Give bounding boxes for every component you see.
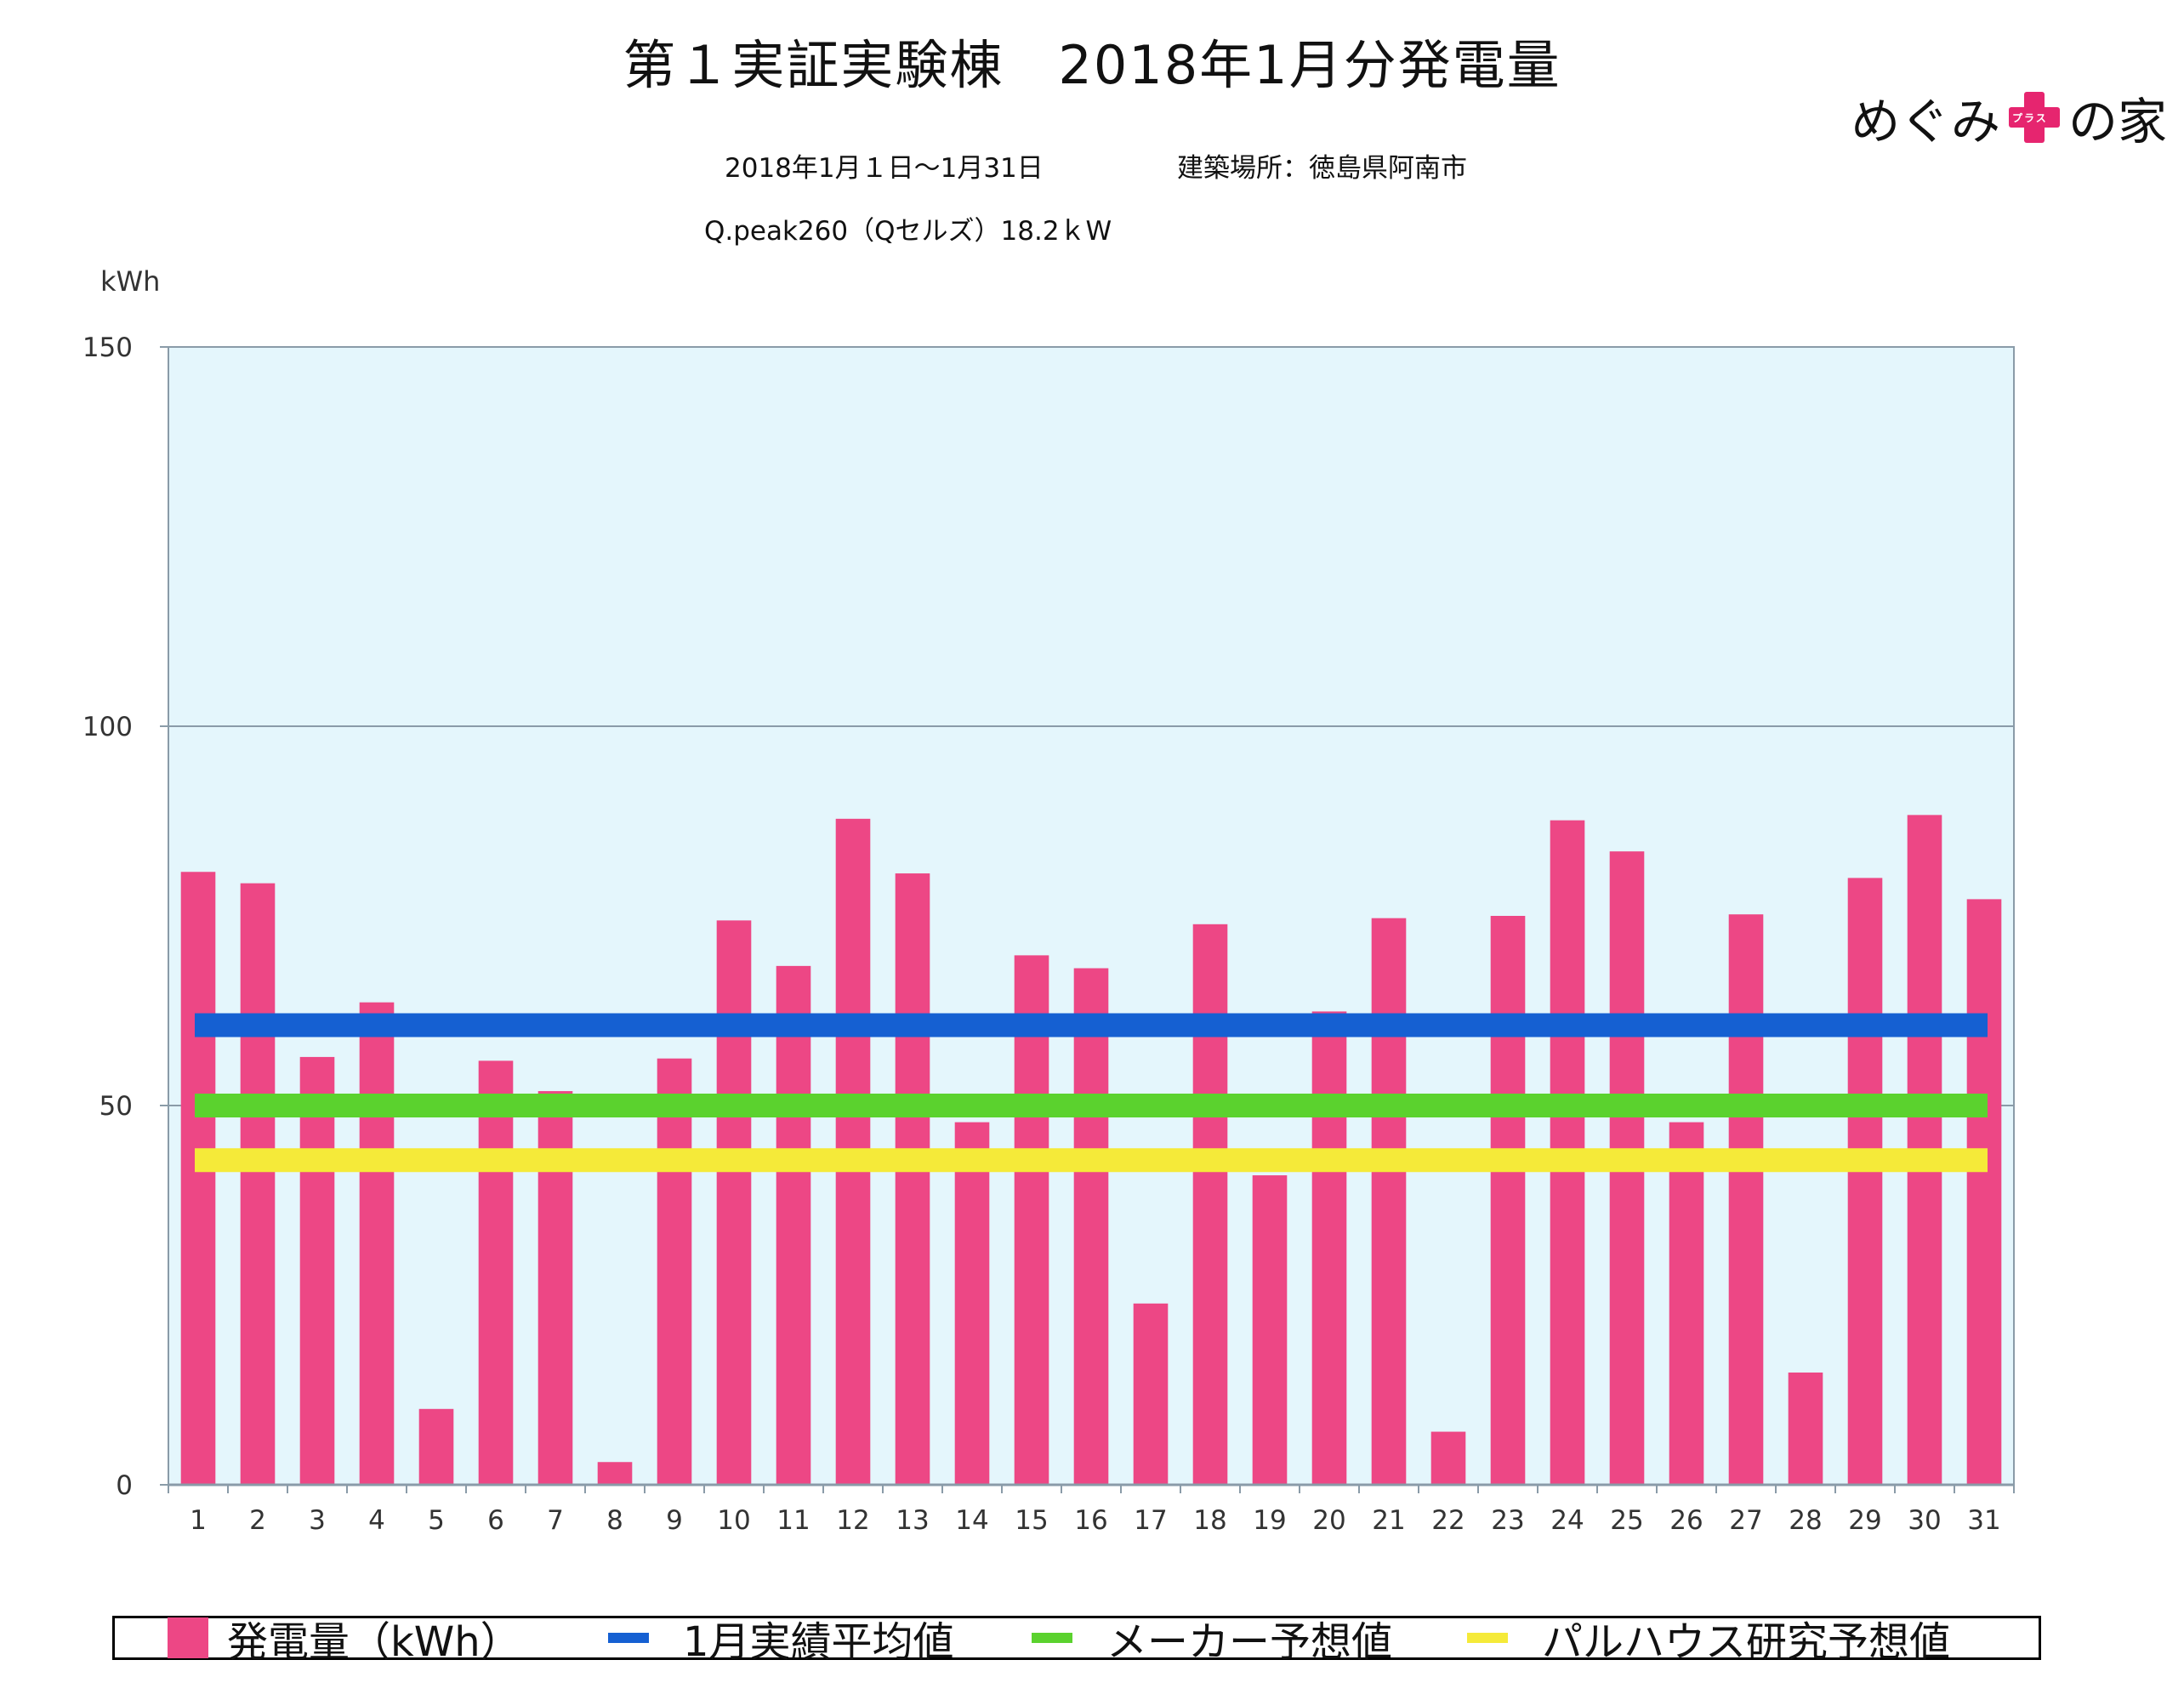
x-tick-label: 14 — [955, 1505, 988, 1536]
brand-text-right: の家 — [2067, 93, 2167, 151]
x-tick-label: 21 — [1372, 1505, 1405, 1536]
x-tick-label: 27 — [1729, 1505, 1762, 1536]
x-tick-label: 23 — [1491, 1505, 1524, 1536]
legend: 発電量（kWh） 1月実績平均値 メーカー予想値 パルハウス研究予想値 — [112, 1616, 2041, 1666]
legend-swatch-generation — [168, 1617, 208, 1658]
x-tick-label: 30 — [1908, 1505, 1941, 1536]
bar — [1728, 914, 1764, 1485]
legend-label-palhouse: パルハウス研究予想値 — [1542, 1618, 1951, 1666]
bar — [1014, 955, 1049, 1485]
bar — [1966, 899, 2002, 1485]
x-tick-label: 19 — [1253, 1505, 1286, 1536]
brand-logo: めぐみ プラス の家 — [1851, 82, 2167, 153]
x-tick-label: 22 — [1431, 1505, 1465, 1536]
chart-title: 第１実証実験棟 2018年1月分発電量 — [623, 34, 1561, 96]
bar — [1788, 1372, 1823, 1485]
x-tick-label: 28 — [1789, 1505, 1822, 1536]
legend-swatch-average — [608, 1633, 649, 1643]
x-tick-label: 25 — [1610, 1505, 1643, 1536]
bar — [1073, 968, 1109, 1485]
y-axis-label: kWh — [100, 265, 160, 298]
x-tick-label: 18 — [1193, 1505, 1226, 1536]
x-tick-label: 31 — [1967, 1505, 2000, 1536]
x-tick-label: 15 — [1015, 1505, 1048, 1536]
bar — [1430, 1431, 1466, 1485]
legend-swatch-palhouse — [1467, 1633, 1508, 1643]
legend-item-average: 1月実績平均値 — [608, 1618, 954, 1666]
x-tick-label: 9 — [666, 1505, 683, 1536]
bar — [240, 883, 276, 1485]
x-tick-label: 8 — [606, 1505, 623, 1536]
x-tick-label: 2 — [249, 1505, 266, 1536]
x-tick-label: 1 — [190, 1505, 207, 1536]
x-tick-label: 17 — [1134, 1505, 1167, 1536]
bar — [776, 965, 811, 1485]
x-tick-label: 11 — [776, 1505, 810, 1536]
legend-item-maker: メーカー予想値 — [1032, 1618, 1392, 1666]
legend-item-generation: 発電量（kWh） — [168, 1617, 521, 1666]
bar — [1371, 918, 1407, 1485]
bar — [1847, 878, 1883, 1485]
plus-icon: プラス — [2008, 92, 2060, 143]
bar — [478, 1060, 514, 1485]
panel-label: Q.peak260（Qセルズ）18.2ｋW — [704, 216, 1112, 247]
bar — [418, 1408, 454, 1485]
legend-label-average: 1月実績平均値 — [683, 1618, 954, 1666]
x-tick-label: 5 — [428, 1505, 445, 1536]
x-tick-label: 3 — [309, 1505, 326, 1536]
x-tick-label: 12 — [836, 1505, 869, 1536]
bar — [657, 1058, 692, 1485]
bar — [180, 872, 216, 1485]
legend-item-palhouse: パルハウス研究予想値 — [1467, 1618, 1950, 1666]
bar — [954, 1122, 990, 1485]
x-tick-label: 24 — [1550, 1505, 1584, 1536]
x-tick-label: 6 — [487, 1505, 504, 1536]
bar — [597, 1462, 633, 1485]
bar — [1133, 1303, 1169, 1485]
y-tick-label: 100 — [82, 712, 133, 742]
x-tick-label: 10 — [717, 1505, 750, 1536]
bar — [299, 1056, 335, 1485]
x-tick-label: 29 — [1848, 1505, 1881, 1536]
bar — [1252, 1175, 1288, 1485]
y-tick-label: 150 — [82, 333, 133, 363]
bar — [895, 873, 930, 1485]
y-tick-label: 0 — [116, 1470, 133, 1501]
bar — [359, 1002, 395, 1485]
location-label: 建築場所：徳島県阿南市 — [1177, 153, 1467, 184]
bar — [1669, 1122, 1704, 1485]
plus-mini-text: プラス — [2011, 112, 2048, 124]
x-tick-label: 20 — [1312, 1505, 1345, 1536]
x-tick-label: 7 — [547, 1505, 564, 1536]
period-label: 2018年1月１日〜1月31日 — [725, 153, 1044, 184]
x-tick-label: 26 — [1669, 1505, 1703, 1536]
legend-label-maker: メーカー予想値 — [1106, 1618, 1393, 1666]
bar — [1311, 1011, 1347, 1485]
x-tick-label: 16 — [1074, 1505, 1107, 1536]
y-tick-label: 50 — [100, 1091, 133, 1122]
brand-text-left: めぐみ — [1851, 93, 2000, 151]
bar — [1490, 916, 1526, 1485]
bar — [1192, 924, 1228, 1485]
x-tick-label: 13 — [896, 1505, 929, 1536]
x-tick-label: 4 — [368, 1505, 385, 1536]
legend-swatch-maker — [1032, 1633, 1072, 1643]
legend-label-generation: 発電量（kWh） — [227, 1618, 521, 1666]
bar — [716, 920, 752, 1485]
